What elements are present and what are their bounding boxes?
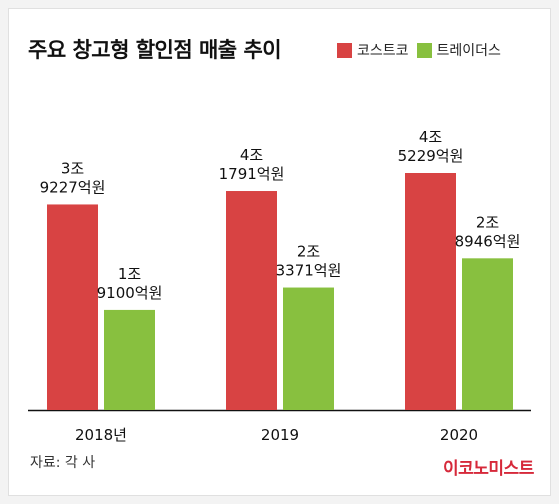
chart-title: 주요 창고형 할인점 매출 추이: [28, 38, 282, 62]
legend: 코스트코 트레이더스: [337, 40, 501, 60]
legend-swatch-costco: [337, 42, 352, 58]
chart-frame: [8, 8, 551, 496]
bar-costco-1: [226, 191, 277, 410]
x-tick-label-1: 2019: [261, 426, 299, 444]
legend-swatch-traders: [416, 42, 432, 58]
data-label-traders-0: 1조 9100억원: [97, 265, 163, 302]
data-label-costco-2: 4조 5229억원: [398, 128, 464, 165]
bar-costco-0: [47, 204, 98, 410]
bar-traders-1: [283, 287, 334, 410]
legend-item-traders: 트레이더스: [416, 40, 501, 60]
x-tick-label-0: 2018년: [75, 426, 127, 444]
data-label-costco-0: 3조 9227억원: [40, 159, 106, 196]
bar-costco-2: [405, 173, 456, 410]
legend-item-costco: 코스트코: [337, 40, 409, 60]
x-tick-label-2: 2020: [440, 426, 478, 444]
legend-label-traders: 트레이더스: [436, 43, 501, 59]
bar-traders-2: [462, 258, 513, 410]
source-note: 자료: 각 사: [30, 455, 96, 471]
data-label-costco-1: 4조 1791억원: [219, 146, 285, 183]
data-label-traders-1: 2조 3371억원: [276, 243, 342, 280]
brand-logo: 이코노미스트: [443, 459, 534, 479]
data-label-traders-2: 2조 8946억원: [455, 213, 521, 250]
bar-traders-0: [104, 309, 155, 410]
legend-label-costco: 코스트코: [357, 43, 409, 59]
